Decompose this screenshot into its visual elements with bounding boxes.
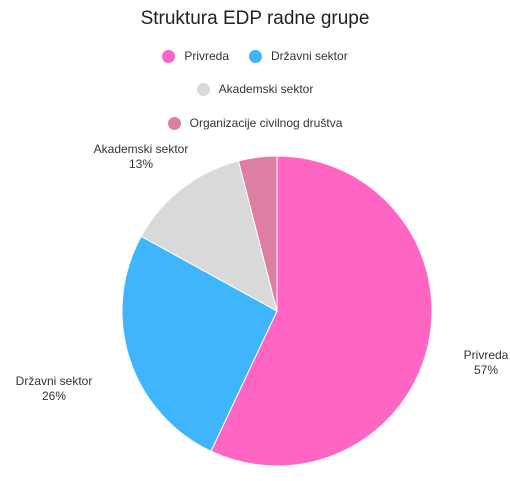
legend-label-drzavni-sektor: Državni sektor: [271, 49, 348, 63]
legend-row-2: Akademski sektor: [0, 82, 510, 96]
chart-title: Struktura EDP radne grupe: [140, 8, 370, 29]
legend-item-privreda[interactable]: Privreda: [162, 49, 229, 63]
legend-swatch-drzavni-sektor: [249, 49, 262, 63]
pie-slice-2[interactable]: [140, 160, 278, 312]
legend-swatch-privreda: [162, 49, 176, 63]
pie-slice-0[interactable]: [210, 155, 433, 467]
legend-label-privreda: Privreda: [184, 49, 229, 63]
slice-label-name-1: Državni sektor: [16, 374, 93, 388]
legend-swatch-akademski-sektor: [196, 82, 210, 96]
slice-label-value-0: 57%: [474, 363, 498, 377]
legend-label-organizacije: Organizacije civilnog društva: [189, 116, 343, 130]
pie-slice-3[interactable]: [237, 155, 278, 312]
slice-label-name-0: Privreda: [464, 348, 509, 362]
legend-item-drzavni-sektor[interactable]: Državni sektor: [249, 49, 348, 63]
slice-label-value-2: 13%: [129, 157, 153, 171]
legend-row-1: Privreda Državni sektor: [0, 49, 510, 63]
legend-row-3: Organizacije civilnog društva: [0, 116, 510, 130]
legend-label-akademski-sektor: Akademski sektor: [218, 82, 314, 96]
legend-item-akademski-sektor[interactable]: Akademski sektor: [196, 82, 314, 96]
slice-label-name-2: Akademski sektor: [94, 142, 189, 156]
legend-swatch-organizacije: [167, 116, 181, 130]
legend-item-organizacije[interactable]: Organizacije civilnog društva: [167, 116, 343, 130]
slice-label-value-1: 26%: [42, 389, 66, 403]
